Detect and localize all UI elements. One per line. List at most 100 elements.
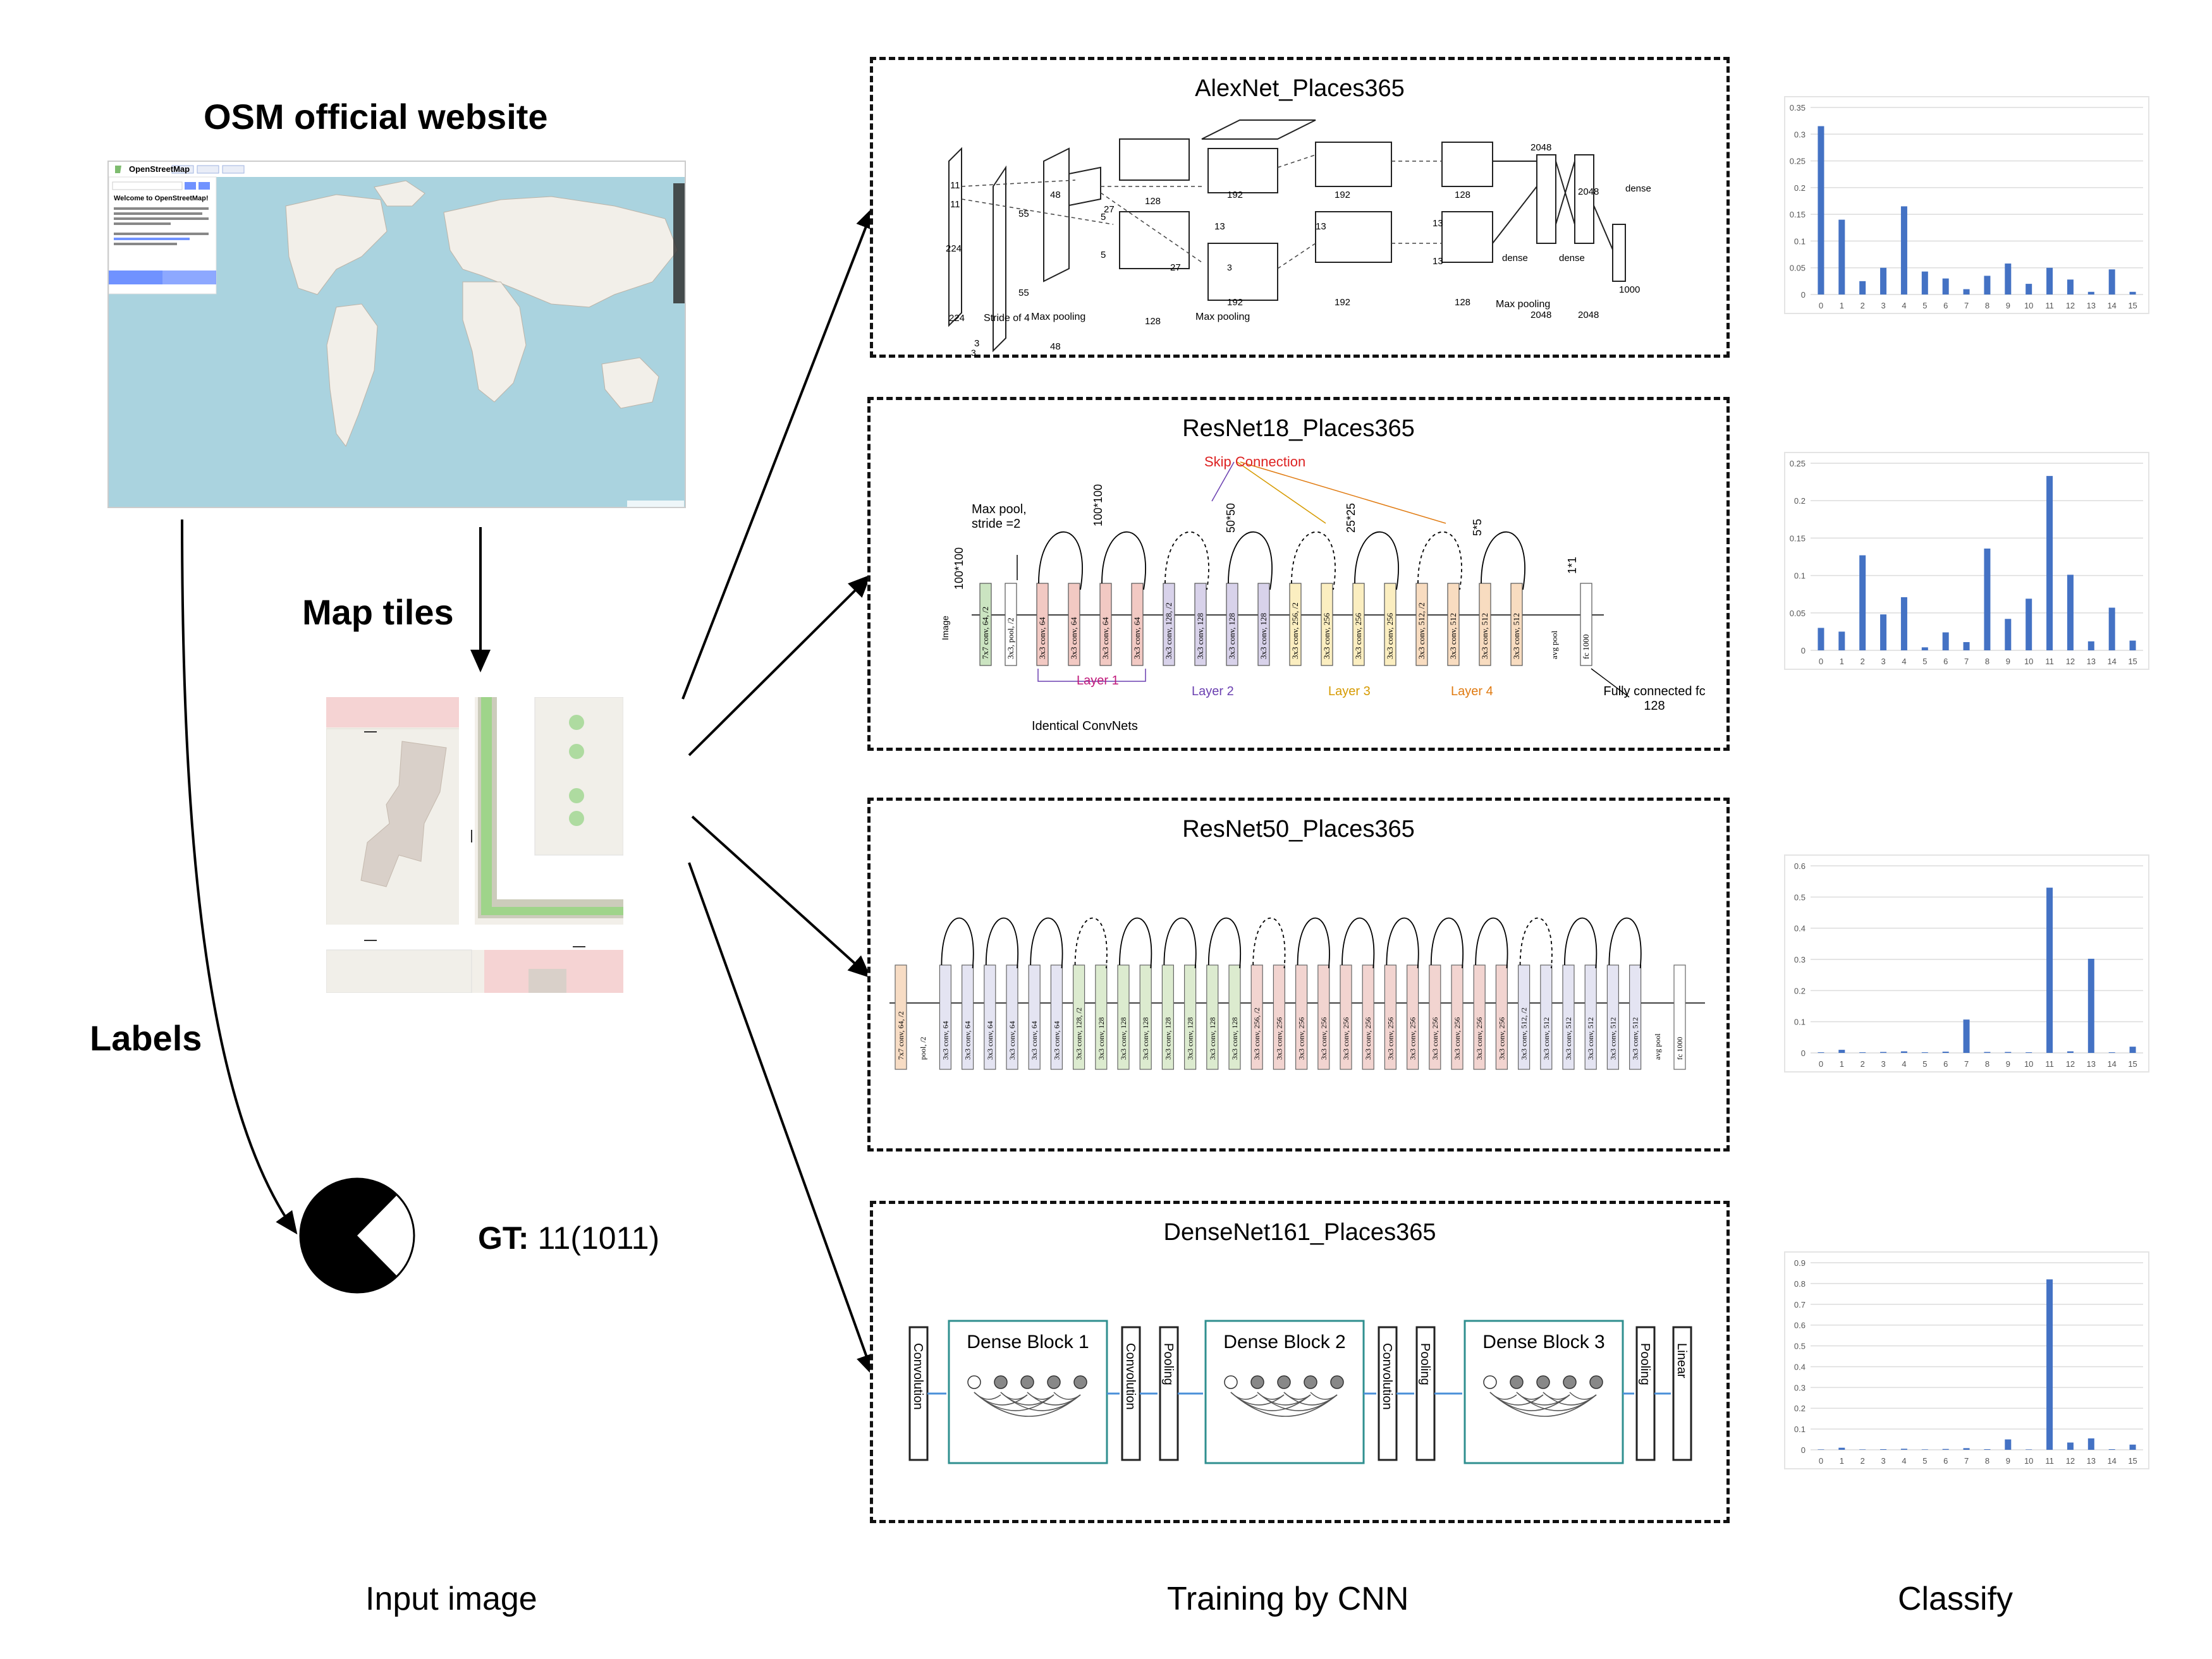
- y-tick-label: 0.7: [1794, 1300, 1806, 1310]
- bar: [1963, 641, 1970, 650]
- layer-block: [984, 964, 996, 1070]
- bar: [1880, 614, 1887, 650]
- y-tick-label: 0.9: [1794, 1258, 1806, 1268]
- alexnet-annot: 5: [1101, 250, 1106, 260]
- bar: [1838, 219, 1845, 295]
- densenet-op-label: Convolution: [1123, 1343, 1137, 1410]
- bar: [1921, 647, 1928, 650]
- skip-arc: [1252, 917, 1286, 969]
- resnet50-prob-chart: 0 0.1 0.2 0.3 0.4 0.5 0.6 0 1 2 3 4 5 6 7 8 9 10 11 12 13 14 1…: [1784, 854, 2149, 1073]
- alexnet-annot: 2048: [1578, 310, 1599, 320]
- y-tick-label: 0.1: [1794, 1425, 1806, 1434]
- y-tick-label: 0.2: [1794, 496, 1806, 506]
- dense-connection: [1027, 1392, 1081, 1406]
- y-tick-label: 0.2: [1794, 1404, 1806, 1413]
- x-tick-label: 13: [2087, 301, 2096, 310]
- layer-block: [1673, 964, 1686, 1070]
- layer-block-label: 3x3 conv, 256: [1431, 1017, 1439, 1060]
- layer-block-label: 3x3 conv, 256: [1297, 1017, 1306, 1060]
- layer-block-label: avg pool: [1653, 1033, 1662, 1060]
- densenet-op-block: [1635, 1326, 1656, 1461]
- x-tick-label: 10: [2024, 1456, 2033, 1466]
- bar: [2026, 1449, 2032, 1450]
- x-tick-label: 4: [1902, 301, 1906, 310]
- bar: [1859, 1449, 1866, 1450]
- dense-connection: [1310, 1392, 1338, 1400]
- layer-block: [1321, 583, 1333, 666]
- layer-block: [1273, 964, 1286, 1070]
- x-tick-label: 0: [1819, 301, 1823, 310]
- y-tick-label: 0: [1801, 1048, 1806, 1058]
- bar: [2005, 1052, 2012, 1053]
- layer-block: [1194, 583, 1207, 666]
- arrow-to-resnet18: [688, 574, 871, 757]
- skip-arc: [985, 917, 1018, 969]
- dense-node: [1304, 1375, 1317, 1389]
- y-tick-label: 0: [1801, 290, 1806, 300]
- alexnet-title: AlexNet_Places365: [1195, 75, 1405, 102]
- alexnet-prob-chart: 0 0.05 0.1 0.15 0.2 0.25 0.3 0.35 0 1 2 3 4 5 6 7 8 9 10 11…: [1784, 96, 2149, 314]
- alexnet-annot: 3: [971, 348, 976, 358]
- alexnet-annot: 13: [1433, 256, 1443, 267]
- resnet18-title: ResNet18_Places365: [1182, 415, 1415, 442]
- x-tick-label: 1: [1840, 657, 1844, 666]
- skip-pointer: [1240, 461, 1446, 524]
- skip-arc: [1417, 531, 1462, 590]
- arrow-to-alexnet: [681, 206, 876, 700]
- bar: [1942, 1449, 1949, 1450]
- bar: [2046, 267, 2053, 295]
- alexnet-annot: 3: [974, 338, 980, 349]
- dense-node: [1483, 1375, 1497, 1389]
- input-image-caption: Input image: [365, 1581, 537, 1617]
- bar: [1963, 1019, 1970, 1053]
- densenet-prob-chart: 0 0.1 0.2 0.3 0.4 0.5 0.6 0.7 0.8 0.9 0 1 2 3 4 5 6 7 8 9 10…: [1784, 1251, 2149, 1469]
- y-tick-label: 0.1: [1794, 1018, 1806, 1027]
- x-tick-label: 0: [1819, 657, 1823, 666]
- skip-arc: [1228, 531, 1273, 590]
- layer-block-label: 3x3 conv, 512, /2: [1417, 602, 1426, 659]
- resnet18-annot: Max pool, stride =2: [972, 502, 1027, 531]
- ground-truth-pie-icon: [299, 1177, 415, 1294]
- x-tick-label: 4: [1902, 1059, 1906, 1069]
- x-tick-label: 5: [1922, 657, 1927, 666]
- y-tick-label: 0.4: [1794, 1362, 1806, 1371]
- y-tick-label: 0.25: [1790, 459, 1806, 468]
- layer-block-label: 3x3 conv, 128: [1097, 1017, 1106, 1060]
- x-tick-label: 13: [2087, 1059, 2096, 1069]
- x-tick-label: 11: [2045, 301, 2054, 310]
- bar: [1838, 1050, 1845, 1053]
- y-tick-label: 0.4: [1794, 924, 1806, 933]
- dense-node: [1224, 1375, 1238, 1389]
- bar: [1880, 267, 1887, 295]
- x-tick-label: 14: [2107, 1456, 2116, 1466]
- dense-connection: [1543, 1392, 1597, 1406]
- alexnet-annot: 55: [1018, 209, 1029, 219]
- x-tick-label: 8: [1985, 1456, 1989, 1466]
- bar: [1880, 1052, 1887, 1053]
- y-tick-label: 0.3: [1794, 1383, 1806, 1392]
- x-tick-label: 7: [1964, 301, 1969, 310]
- dense-block-label: Dense Block 1: [967, 1332, 1089, 1352]
- alexnet-annot: Stride of 4: [984, 313, 1030, 324]
- alexnet-annot: 55: [1018, 288, 1029, 298]
- x-tick-label: 12: [2066, 657, 2075, 666]
- x-tick-label: 13: [2087, 1456, 2096, 1466]
- bar: [1984, 548, 1991, 650]
- skip-arc: [1297, 917, 1330, 969]
- layer-block-label: 3x3 conv, 256, /2: [1252, 1007, 1261, 1060]
- y-tick-label: 0.25: [1790, 157, 1806, 166]
- x-tick-label: 5: [1922, 301, 1927, 310]
- skip-arc: [1074, 917, 1108, 969]
- dense-node: [1330, 1375, 1344, 1389]
- resnet18-prob-chart: 0 0.05 0.1 0.15 0.2 0.25 0 1 2 3 4 5 6 7 8 9 10 11 12 13 14 1…: [1784, 452, 2149, 670]
- skip-arc: [1101, 531, 1146, 590]
- densenet-op-label: Convolution: [1380, 1343, 1394, 1410]
- resnet18-annot: 100*100: [1092, 483, 1104, 526]
- layer-block-label: 3x3 conv, 512: [1631, 1017, 1640, 1060]
- layer-block: [1131, 583, 1144, 666]
- bar: [1963, 1448, 1970, 1450]
- y-tick-label: 0: [1801, 646, 1806, 655]
- bar: [2067, 279, 2074, 295]
- layer-block: [1517, 964, 1531, 1070]
- alexnet-annot: 192: [1335, 190, 1351, 200]
